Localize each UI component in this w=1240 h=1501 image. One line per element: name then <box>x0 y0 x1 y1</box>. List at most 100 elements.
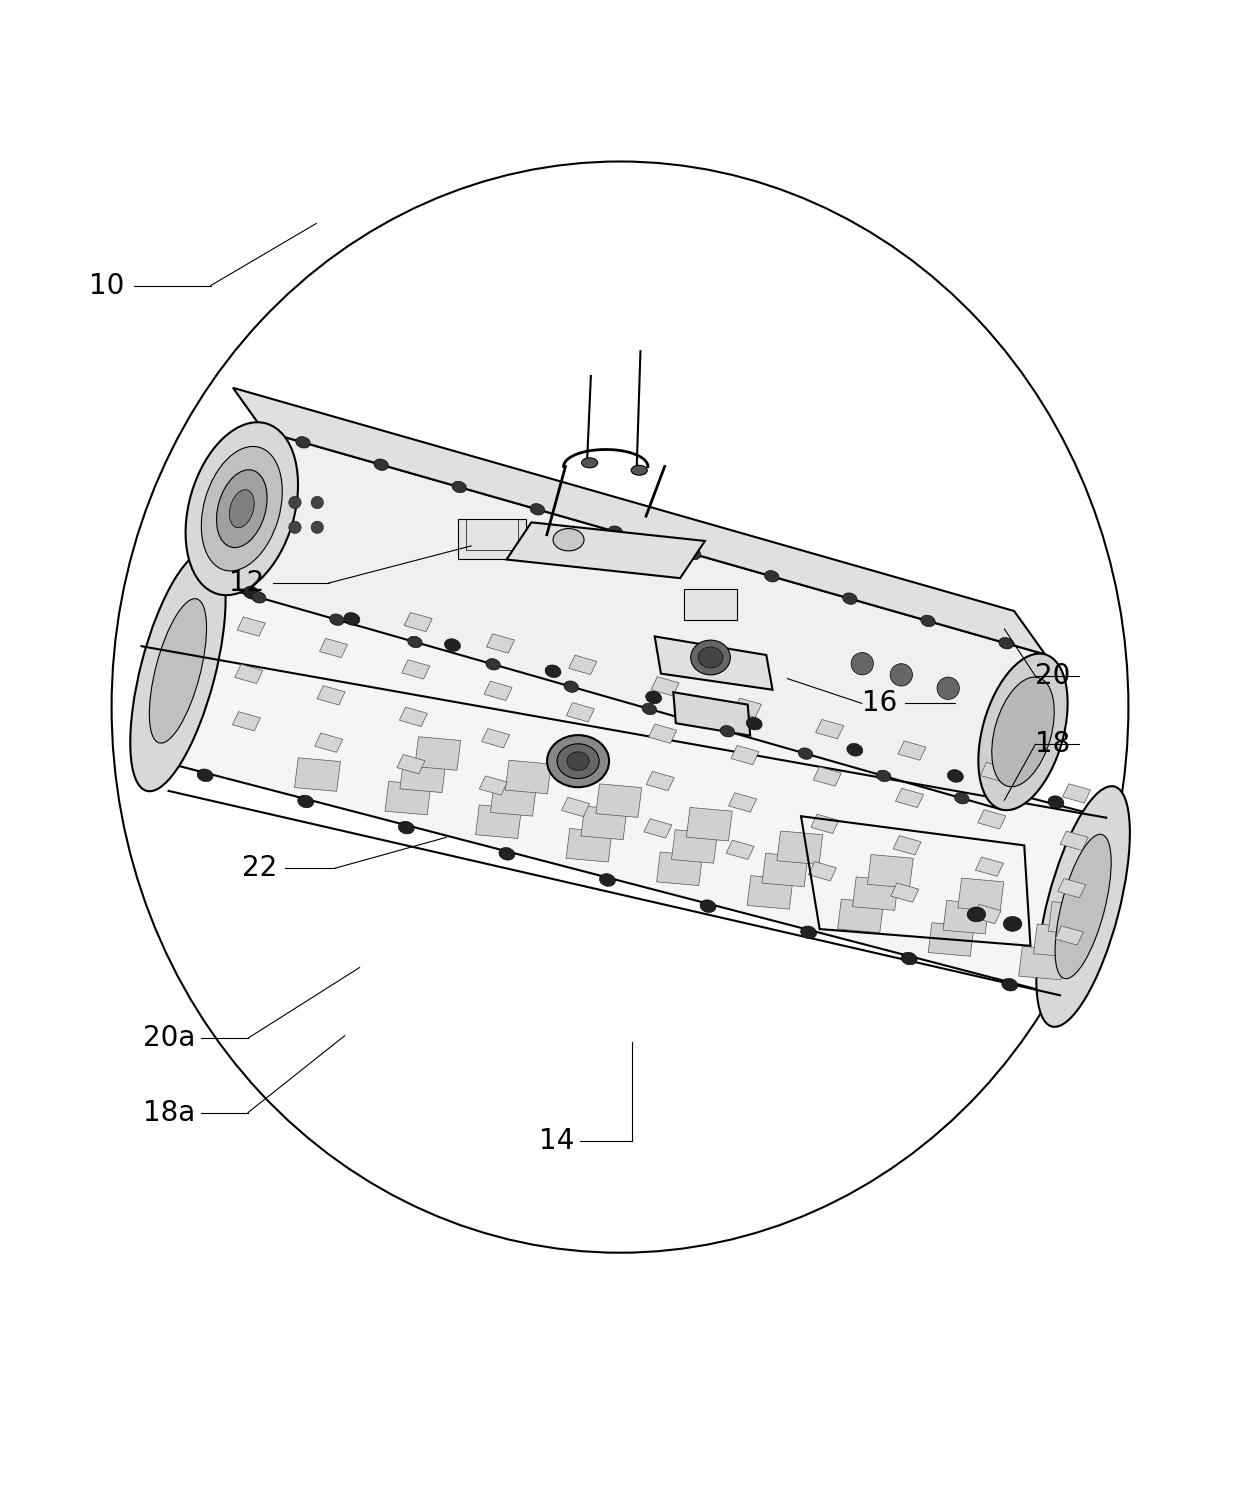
Polygon shape <box>155 582 1106 995</box>
Polygon shape <box>976 857 1003 877</box>
Ellipse shape <box>553 528 584 551</box>
Polygon shape <box>657 853 702 886</box>
Polygon shape <box>746 875 794 910</box>
Ellipse shape <box>698 647 723 668</box>
Polygon shape <box>813 767 841 787</box>
Polygon shape <box>562 797 589 817</box>
Ellipse shape <box>546 665 560 677</box>
Ellipse shape <box>955 793 970 805</box>
Polygon shape <box>890 883 919 902</box>
Ellipse shape <box>851 653 873 675</box>
Polygon shape <box>776 832 823 865</box>
Polygon shape <box>569 656 596 674</box>
Ellipse shape <box>998 638 1013 648</box>
Polygon shape <box>893 836 921 856</box>
Polygon shape <box>580 806 627 839</box>
Ellipse shape <box>373 459 388 470</box>
Text: 18a: 18a <box>143 1099 195 1127</box>
Ellipse shape <box>801 926 816 938</box>
Text: 14: 14 <box>539 1127 574 1156</box>
Ellipse shape <box>686 548 701 560</box>
Polygon shape <box>942 901 990 934</box>
Ellipse shape <box>557 744 599 779</box>
Polygon shape <box>651 677 680 696</box>
Ellipse shape <box>720 725 735 737</box>
Ellipse shape <box>564 681 579 692</box>
Ellipse shape <box>646 690 662 704</box>
Polygon shape <box>295 758 340 791</box>
Ellipse shape <box>451 482 466 492</box>
Ellipse shape <box>298 796 314 808</box>
Ellipse shape <box>1002 979 1018 991</box>
Polygon shape <box>838 899 883 932</box>
Ellipse shape <box>330 614 345 626</box>
Polygon shape <box>808 862 837 881</box>
Text: 22: 22 <box>242 854 277 883</box>
Polygon shape <box>320 638 347 657</box>
Polygon shape <box>646 772 675 791</box>
Polygon shape <box>397 755 425 775</box>
Polygon shape <box>596 784 642 818</box>
Polygon shape <box>506 522 704 578</box>
Ellipse shape <box>937 677 960 699</box>
Polygon shape <box>165 602 1092 872</box>
Polygon shape <box>506 761 552 794</box>
Ellipse shape <box>289 497 301 509</box>
Polygon shape <box>853 877 898 911</box>
Ellipse shape <box>608 525 622 537</box>
Polygon shape <box>317 686 345 705</box>
Polygon shape <box>480 776 507 796</box>
Ellipse shape <box>567 752 589 770</box>
Polygon shape <box>484 681 512 701</box>
Polygon shape <box>978 809 1006 829</box>
Polygon shape <box>816 719 843 738</box>
Polygon shape <box>486 633 515 653</box>
Polygon shape <box>564 750 591 770</box>
Ellipse shape <box>398 821 414 835</box>
Ellipse shape <box>295 437 310 449</box>
Ellipse shape <box>1037 787 1130 1027</box>
Polygon shape <box>957 878 1004 911</box>
Polygon shape <box>414 737 461 770</box>
Text: 16: 16 <box>862 689 897 717</box>
Polygon shape <box>727 841 754 860</box>
Text: 20a: 20a <box>143 1024 195 1052</box>
Polygon shape <box>481 728 510 747</box>
Polygon shape <box>687 808 732 841</box>
Polygon shape <box>1049 902 1095 935</box>
Ellipse shape <box>311 521 324 533</box>
Ellipse shape <box>631 465 647 476</box>
Polygon shape <box>237 617 265 636</box>
Text: 12: 12 <box>229 569 264 597</box>
Ellipse shape <box>978 653 1068 811</box>
Polygon shape <box>761 854 808 887</box>
Polygon shape <box>458 518 526 560</box>
Polygon shape <box>655 636 773 690</box>
Ellipse shape <box>343 612 360 626</box>
Ellipse shape <box>186 422 298 596</box>
Polygon shape <box>315 732 342 752</box>
Ellipse shape <box>967 907 986 922</box>
Text: 18: 18 <box>1035 731 1070 758</box>
Ellipse shape <box>197 769 213 782</box>
Ellipse shape <box>992 677 1054 787</box>
Ellipse shape <box>799 747 813 760</box>
Polygon shape <box>981 763 1008 782</box>
Polygon shape <box>490 782 536 817</box>
Polygon shape <box>404 612 433 632</box>
Ellipse shape <box>149 599 207 743</box>
Ellipse shape <box>547 735 609 787</box>
Polygon shape <box>384 782 432 815</box>
Ellipse shape <box>1003 917 1022 931</box>
Polygon shape <box>644 818 672 838</box>
Text: 20: 20 <box>1035 662 1071 690</box>
Ellipse shape <box>201 446 283 570</box>
Ellipse shape <box>498 848 515 860</box>
Polygon shape <box>475 805 521 839</box>
Polygon shape <box>1058 878 1086 898</box>
Ellipse shape <box>599 874 615 886</box>
Polygon shape <box>649 723 677 743</box>
Ellipse shape <box>582 458 598 468</box>
Polygon shape <box>1063 784 1090 803</box>
Polygon shape <box>567 829 613 862</box>
